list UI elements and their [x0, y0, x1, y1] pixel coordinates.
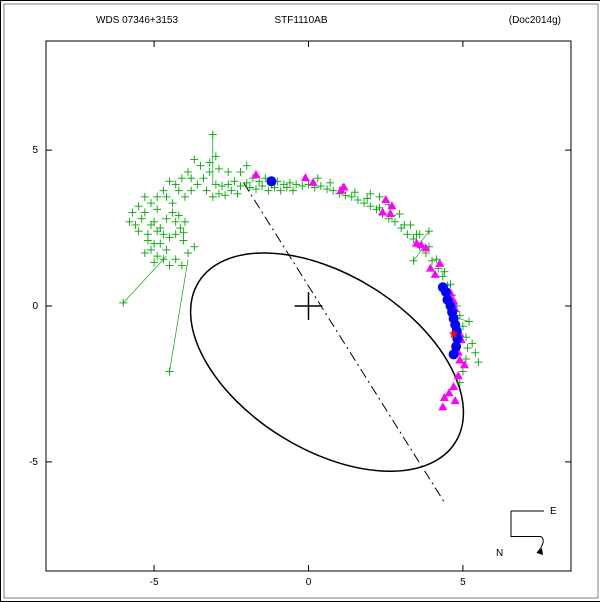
compass-east: E: [550, 506, 557, 517]
data-point-cross: [221, 191, 229, 199]
data-point-cross: [190, 243, 198, 251]
data-point-cross: [147, 199, 155, 207]
residual-line: [170, 259, 189, 371]
data-point-cross: [410, 257, 418, 265]
header-right: (Doc2014g): [509, 15, 561, 26]
data-point-cross: [153, 193, 161, 201]
data-point-cross: [237, 168, 245, 176]
data-point-cross: [224, 168, 232, 176]
data-point-cross: [196, 162, 204, 170]
data-point-cross: [459, 367, 467, 375]
data-point-cross: [156, 240, 164, 248]
data-point-cross: [153, 205, 161, 213]
header-center: STF1110AB: [275, 15, 328, 26]
orbit-ellipse: [152, 208, 501, 516]
data-point-cross: [314, 174, 322, 182]
ytick-label: -5: [29, 457, 38, 468]
data-point-cross: [178, 261, 186, 269]
data-point-cross: [178, 174, 186, 182]
data-point-triangle: [381, 195, 390, 203]
data-point-cross: [162, 215, 170, 223]
header-left: WDS 07346+3153: [96, 15, 178, 26]
data-point-cross: [428, 257, 436, 265]
residual-line: [414, 248, 423, 260]
data-point-cross: [464, 344, 472, 352]
data-point-cross: [218, 182, 226, 190]
compass-north: N: [496, 548, 503, 559]
data-point-triangle: [386, 209, 395, 217]
data-point-triangle: [309, 178, 318, 186]
data-point-cross: [465, 318, 473, 326]
data-point-cross: [471, 349, 479, 357]
data-point-cross: [135, 202, 143, 210]
data-point-cross: [141, 193, 149, 201]
data-point-cross: [200, 174, 208, 182]
data-point-cross: [166, 261, 174, 269]
data-point-circle: [266, 176, 276, 186]
data-point-cross: [474, 358, 482, 366]
data-point-triangle: [438, 402, 447, 410]
data-point-cross: [181, 193, 189, 201]
ytick-label: 5: [32, 145, 38, 156]
orbit-plot: WDS 07346+3153 STF1110AB (Doc2014g) -5 0 5 -5 0…: [0, 0, 600, 602]
data-point-cross: [209, 131, 217, 139]
data-point-cross: [439, 272, 447, 280]
data-point-cross: [193, 180, 201, 188]
data-point-cross: [166, 367, 174, 375]
data-point-cross: [169, 199, 177, 207]
data-point-cross: [215, 165, 223, 173]
data-point-cross: [172, 255, 180, 263]
data-point-triangle: [449, 382, 458, 390]
data-point-cross: [184, 249, 192, 257]
line-of-nodes: [244, 183, 445, 503]
data-point-cross: [162, 246, 170, 254]
data-point-cross: [376, 193, 384, 201]
data-point-cross: [406, 221, 414, 229]
ytick-label: 0: [32, 301, 38, 312]
data-point-cross: [243, 162, 251, 170]
data-point-cross: [425, 227, 433, 235]
compass: EN: [496, 506, 557, 559]
xtick-label: 0: [306, 577, 312, 588]
data-point-cross: [396, 210, 404, 218]
data-point-cross: [187, 187, 195, 195]
data-point-cross: [298, 182, 306, 190]
data-point-cross: [128, 208, 136, 216]
data-point-cross: [403, 230, 411, 238]
residual-line: [123, 256, 166, 303]
data-point-triangle: [301, 173, 310, 181]
data-point-triangle: [252, 170, 261, 178]
xtick-label: -5: [150, 577, 159, 588]
data-point-triangle: [451, 396, 460, 404]
xtick-label: 5: [460, 577, 466, 588]
data-point-cross: [190, 155, 198, 163]
data-point-cross: [179, 237, 187, 245]
data-point-cross: [468, 339, 476, 347]
data-point-circle: [449, 349, 459, 359]
data-point-cross: [181, 218, 189, 226]
data-point-cross: [203, 187, 211, 195]
data-point-triangle: [426, 264, 435, 272]
